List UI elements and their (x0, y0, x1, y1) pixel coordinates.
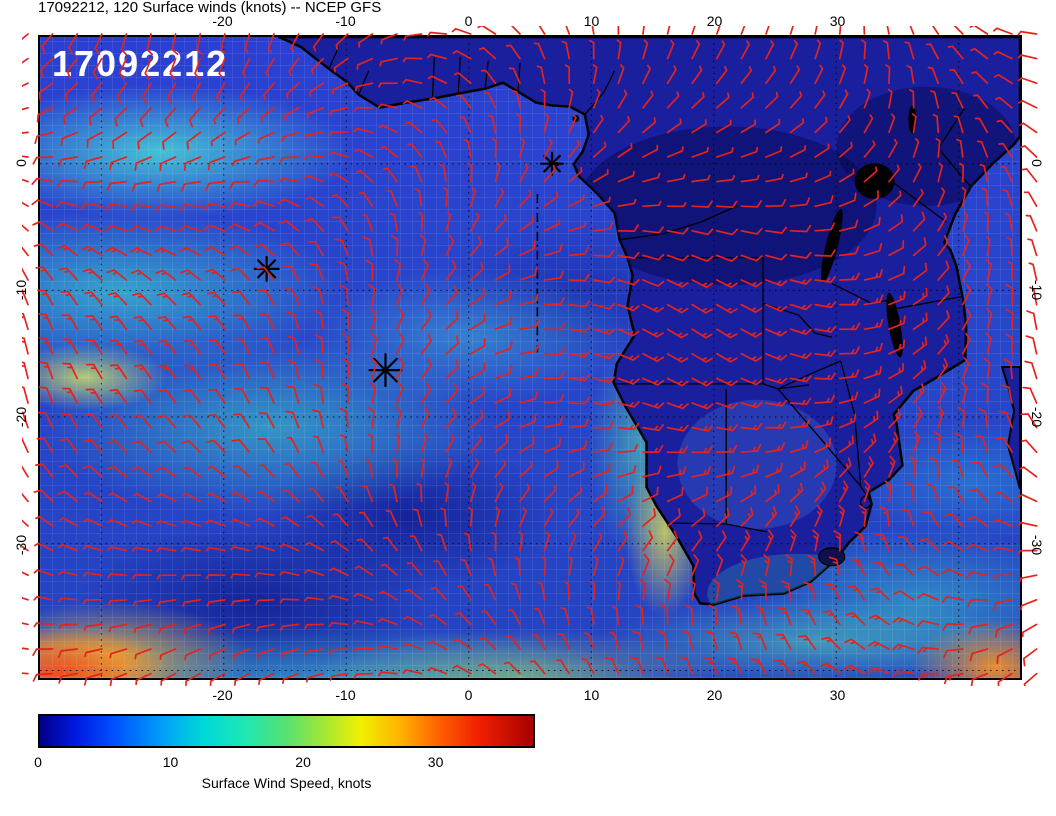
colorbar-tick: 10 (162, 754, 179, 770)
x-tick-bottom: 0 (464, 687, 473, 703)
x-tick-bottom: 20 (706, 687, 723, 703)
y-tick-right: -30 (1029, 534, 1045, 556)
lesotho-outline (818, 547, 846, 567)
figure-title: 17092212, 120 Surface winds (knots) -- N… (38, 0, 382, 16)
map-run-label: 17092212 (52, 43, 229, 84)
x-tick-top: -10 (335, 13, 356, 29)
colorbar-tick: 20 (295, 754, 311, 770)
y-tick-right: -20 (1029, 407, 1045, 428)
x-tick-top: 0 (464, 13, 473, 29)
colorbar (38, 714, 535, 748)
y-tick-right: 0 (1029, 158, 1045, 167)
bioko-island (572, 115, 580, 122)
colorbar-ticks: 0 10 20 30 (34, 714, 535, 809)
map-geography-layer (40, 37, 1020, 678)
colorbar-tick: 0 (34, 754, 42, 770)
station-markers (253, 151, 565, 388)
map-plot-area: 17092212 (38, 35, 1022, 680)
x-tick-top: 20 (706, 13, 723, 29)
y-tick-right: -10 (1029, 279, 1045, 301)
y-tick-left: -20 (13, 407, 29, 428)
y-tick-left: 0 (13, 158, 29, 167)
y-tick-left: -30 (13, 534, 29, 556)
x-tick-top: 10 (583, 13, 600, 29)
colorbar-label: Surface Wind Speed, knots (201, 775, 372, 791)
x-tick-top: -20 (212, 13, 233, 29)
x-tick-bottom: -10 (335, 687, 356, 703)
colorbar-tick: 30 (427, 754, 444, 770)
x-tick-bottom: -20 (212, 687, 233, 703)
y-tick-left: -10 (13, 279, 29, 301)
colorbar-section: 0 10 20 30 Surface Wind Speed, knots (34, 714, 535, 809)
madagascar-coastline (1000, 365, 1020, 490)
x-tick-bottom: 30 (829, 687, 846, 703)
x-tick-top: 30 (829, 13, 846, 29)
x-tick-bottom: 10 (583, 687, 600, 703)
